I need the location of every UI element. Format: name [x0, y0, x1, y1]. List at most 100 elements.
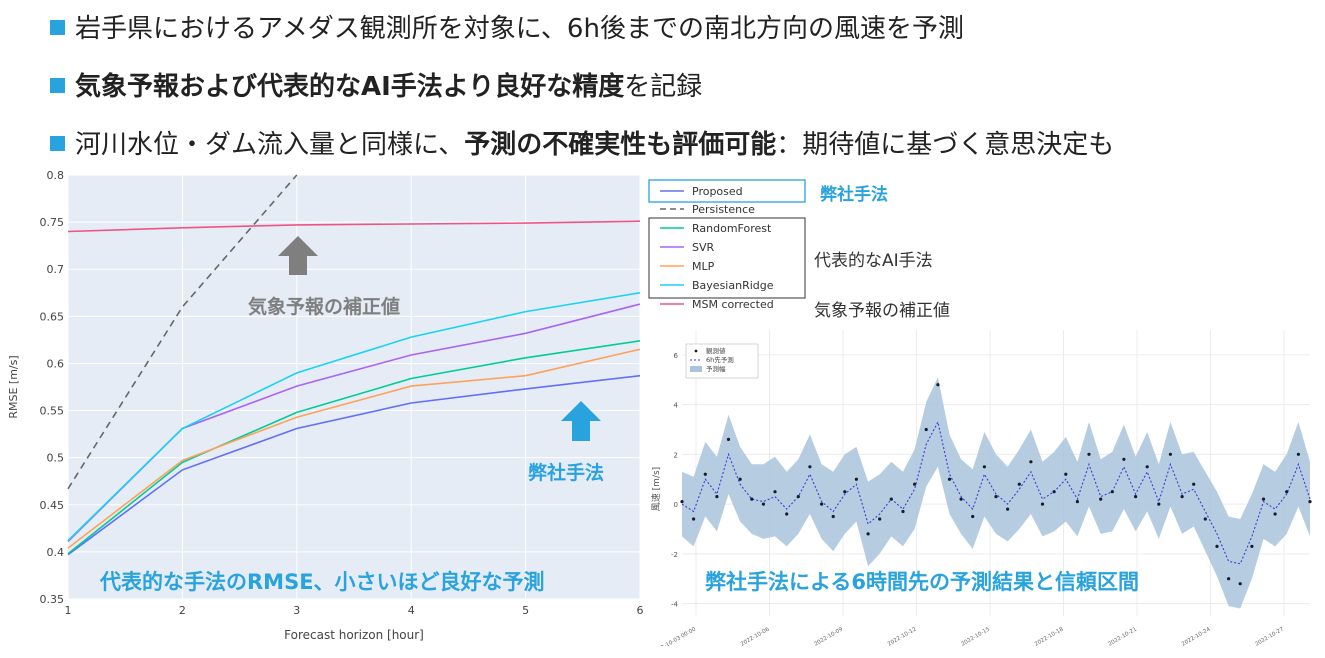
proposed-annotation: 弊社手法	[528, 462, 605, 484]
rmse-plot-background	[68, 175, 640, 599]
forecast-legend-label: 観測値	[706, 346, 726, 355]
forecast-observed-point	[1040, 502, 1045, 506]
forecast-observed-point	[1145, 465, 1149, 469]
forecast-y-axis-label: 風速 [m/s]	[651, 467, 662, 511]
rmse-y-tick-label: 0.65	[40, 310, 65, 323]
rmse-y-tick-label: 0.55	[40, 405, 65, 418]
rmse-y-tick-label: 0.5	[47, 452, 65, 465]
forecast-observed-point	[1157, 502, 1161, 506]
bullet-square-icon	[50, 136, 65, 151]
forecast-observed-point	[1099, 497, 1103, 501]
forecast-observed-point	[1122, 457, 1126, 461]
bullet-3-part-2: 予測の不確実性も評価可能	[464, 130, 777, 160]
forecast-observed-point	[831, 514, 835, 519]
forecast-observed-point	[1087, 452, 1091, 456]
legend-label: RandomForest	[692, 222, 772, 235]
forecast-observed-point	[1203, 517, 1207, 521]
legend-label: MSM corrected	[692, 298, 774, 311]
forecast-observed-point	[1273, 512, 1277, 516]
rmse-y-tick-label: 0.8	[47, 170, 65, 182]
forecast-observed-point	[994, 495, 998, 499]
bullet-3-part-3: ：期待値に基づく意思決定も	[776, 130, 1115, 160]
forecast-observed-point	[913, 482, 917, 486]
forecast-y-tick-label: 4	[674, 402, 679, 410]
forecast-y-tick-label: 6	[674, 352, 679, 360]
forecast-observed-point	[738, 477, 742, 481]
forecast-observed-point	[808, 465, 812, 469]
forecast-observed-point	[703, 472, 707, 476]
rmse-caption: 代表的な手法のRMSE、小さいほど良好な予測	[100, 570, 545, 594]
forecast-observed-point	[1285, 490, 1289, 494]
legend-ai-box	[648, 217, 806, 299]
forecast-observed-point	[1110, 490, 1114, 494]
forecast-observed-point	[1261, 497, 1266, 501]
forecast-confidence-band	[682, 377, 1310, 609]
bullet-3-part-1: 河川水位・ダム流入量と同様に、	[75, 130, 465, 160]
forecast-legend-marker	[690, 366, 702, 372]
forecast-observed-point	[1250, 544, 1254, 548]
forecast-observed-point	[1227, 577, 1231, 581]
forecast-observed-point	[1168, 452, 1172, 456]
forecast-observed-point	[680, 500, 684, 504]
forecast-observed-point	[1238, 582, 1242, 586]
forecast-observed-point	[761, 502, 765, 506]
bullet-square-icon	[50, 78, 65, 93]
forecast-observed-point	[947, 477, 952, 481]
forecast-observed-point	[854, 477, 858, 481]
forecast-observed-point	[773, 490, 777, 494]
rmse-y-tick-label: 0.75	[40, 216, 65, 229]
forecast-legend-label: 6h先予測	[706, 355, 734, 364]
bullet-2-text: 気象予報および代表的なAI手法より良好な精度を記録	[75, 72, 702, 102]
forecast-observed-point	[1017, 482, 1021, 486]
legend-label: Proposed	[692, 185, 743, 198]
rmse-series-line-proposed	[67, 374, 641, 556]
forecast-observed-point	[1052, 490, 1056, 494]
forecast-observed-point	[1064, 472, 1068, 476]
bullet-3-text: 河川水位・ダム流入量と同様に、予測の不確実性も評価可能：期待値に基づく意思決定も	[75, 130, 1114, 160]
rmse-x-tick-label: 5	[522, 604, 529, 617]
rmse-y-tick-label: 0.45	[40, 499, 65, 512]
rmse-series-line-randomforest	[67, 340, 641, 555]
legend-label: Persistence	[692, 203, 755, 216]
forecast-y-tick-label: -4	[671, 601, 679, 609]
forecast-observed-point	[1308, 500, 1312, 504]
rmse-y-tick-label: 0.35	[40, 593, 65, 606]
forecast-observed-point	[924, 427, 928, 432]
rmse-x-axis-label: Forecast horizon [hour]	[284, 628, 424, 642]
bullet-2-part-1: 気象予報および代表的なAI手法より良好な精度	[75, 72, 625, 102]
forecast-observed-point	[750, 497, 754, 501]
forecast-observed-point	[715, 495, 719, 499]
gray-up-arrow-icon	[278, 236, 318, 275]
forecast-observed-point	[1075, 500, 1079, 504]
bullet-1-part-1: 岩手県におけるアメダス観測所を対象に、6h後までの南北方向の風速を予測	[75, 14, 964, 44]
bullet-2-part-2: を記録	[624, 72, 703, 102]
legend-ai-group-label: 代表的なAI手法	[814, 251, 933, 271]
bullet-3: 河川水位・ダム流入量と同様に、予測の不確実性も評価可能：期待値に基づく意思決定も	[50, 124, 1114, 161]
rmse-x-tick-label: 6	[637, 604, 644, 617]
forecast-observed-point	[1180, 495, 1184, 499]
forecast-predicted-line	[681, 420, 1311, 565]
bullet-2: 気象予報および代表的なAI手法より良好な精度を記録	[50, 66, 702, 103]
forecast-observed-point	[866, 532, 870, 536]
forecast-observed-point	[1006, 507, 1010, 511]
rmse-x-tick-label: 3	[293, 604, 300, 617]
forecast-observed-point	[901, 509, 905, 514]
forecast-y-tick-label: 2	[674, 451, 678, 459]
forecast-observed-point	[936, 383, 940, 387]
forecast-caption: 弊社手法による6時間先の予測結果と信頼区間	[705, 570, 1139, 594]
forecast-observed-point	[843, 490, 847, 494]
rmse-chart: 0.35 0.4 0.45 0.5 0.55 0.6 0.65 0.7 0.75 0.8 1 2 3 4 5…	[7, 170, 644, 642]
forecast-legend-label: 予測幅	[706, 364, 726, 373]
forecast-observed-point	[982, 465, 986, 469]
forecast-observed-point	[889, 497, 893, 501]
forecast-y-tick-label: -2	[671, 551, 678, 559]
legend-label: BayesianRidge	[692, 279, 774, 292]
legend-label: MLP	[692, 260, 715, 273]
rmse-series-line-msm-corrected	[67, 220, 641, 233]
legend-label: SVR	[692, 241, 715, 254]
rmse-series-line-mlp	[67, 348, 641, 549]
bullet-1-text: 岩手県におけるアメダス観測所を対象に、6h後までの南北方向の風速を予測	[75, 14, 964, 44]
rmse-y-tick-label: 0.7	[47, 263, 65, 276]
blue-up-arrow-icon	[561, 401, 601, 441]
